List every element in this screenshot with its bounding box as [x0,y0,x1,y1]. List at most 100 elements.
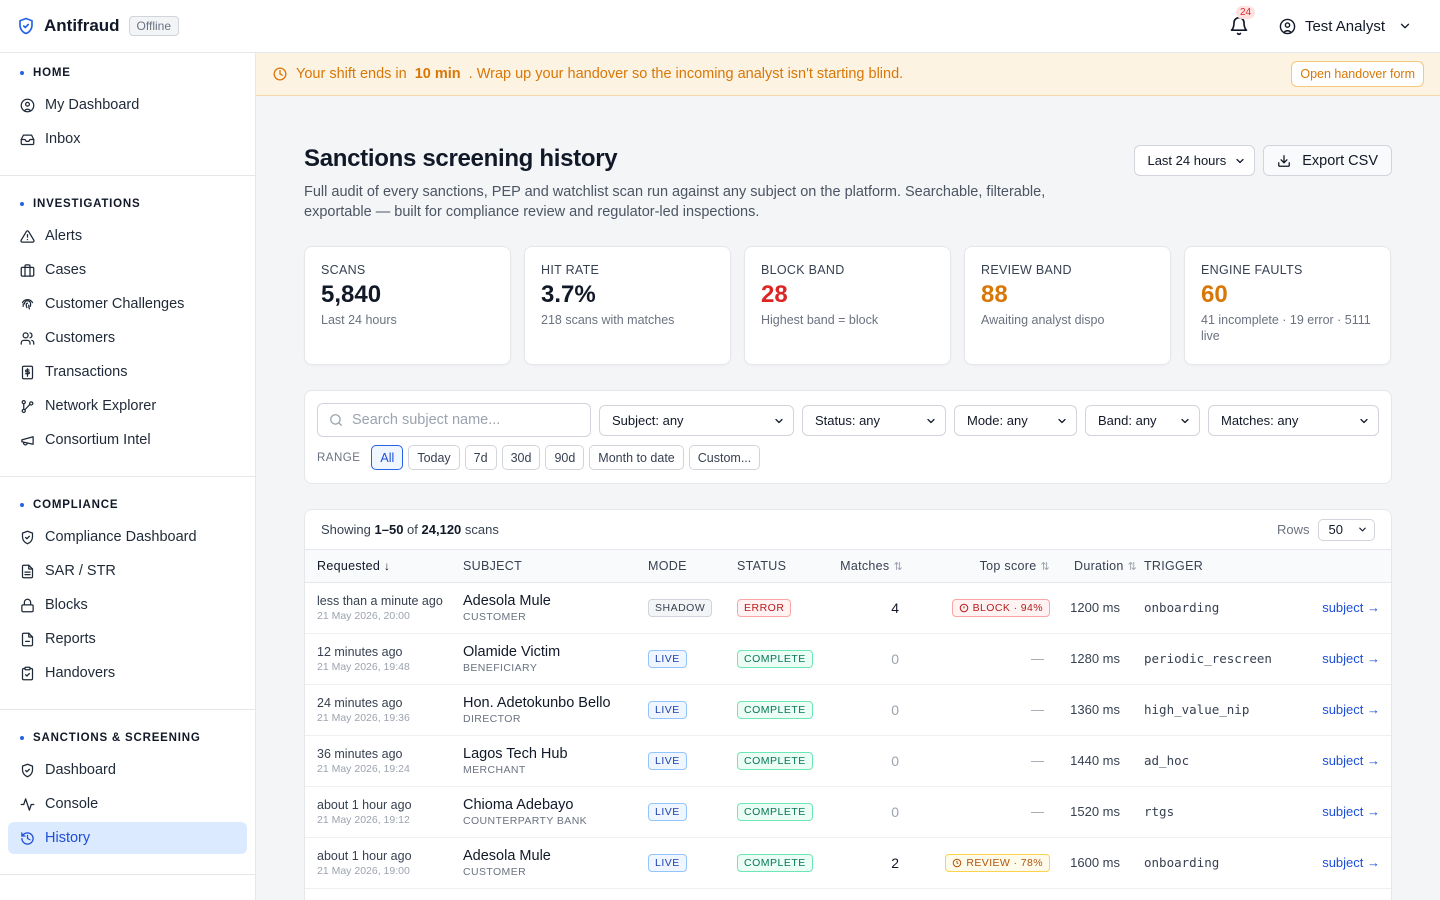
briefcase-icon [20,263,35,277]
column-header-requested[interactable]: Requested ↓ [305,550,463,583]
sidebar-item-my-dashboard[interactable]: My Dashboard [8,89,247,121]
subject-link[interactable]: subject → [1322,651,1380,666]
status-filter-select[interactable]: Status: any [802,405,946,436]
sidebar-item-inbox[interactable]: Inbox [8,123,247,155]
range-chip-90d[interactable]: 90d [545,445,585,470]
requested-timestamp: 21 May 2026, 19:12 [317,813,410,826]
subject-link[interactable]: subject → [1322,600,1380,615]
stat-value: 28 [761,281,788,308]
mode-badge: LIVE [648,649,687,668]
column-header-top-score[interactable]: Top score ⇅ [903,550,1050,583]
sidebar-item-sar-str[interactable]: SAR / STR [8,555,247,587]
subject-filter-select[interactable]: Subject: any [599,405,794,436]
mode-badge: LIVE [648,802,687,821]
range-chip-today[interactable]: Today [408,445,460,470]
column-header-status: STATUS [737,550,827,583]
stat-label: SCANS [321,263,366,277]
range-chip-7d[interactable]: 7d [464,445,497,470]
shield-check-icon [21,530,34,544]
column-header-matches[interactable]: Matches ⇅ [827,550,903,583]
requested-timestamp: 21 May 2026, 19:36 [317,711,410,724]
range-chip-all[interactable]: All [371,445,404,470]
sidebar-item-history[interactable]: History [8,822,247,854]
filters-panel: Search subject name... Subject: any Stat… [304,390,1392,484]
mode-badge: LIVE [648,751,687,770]
sidebar-item-transactions[interactable]: Transactions [8,356,247,388]
mode-badge: LIVE [648,700,687,719]
history-table-card: Showing 1–50 of 24,120 scans Rows 50 Req… [304,509,1392,900]
chevron-down-icon [927,418,935,423]
nav-section-compliance: COMPLIANCE Compliance Dashboard SAR / ST… [0,476,255,709]
sidebar-item-reports[interactable]: Reports [8,623,247,655]
sidebar-item-network-explorer[interactable]: Network Explorer [8,390,247,422]
range-chip-30d[interactable]: 30d [501,445,541,470]
table-row[interactable]: about 1 hour ago 21 May 2026, 19:00 Adesol… [305,837,1391,889]
sidebar-item-customers[interactable]: Customers [8,322,247,354]
subject-link[interactable]: subject → [1322,855,1380,870]
alert-triangle-icon [20,229,35,243]
user-menu[interactable]: Test Analyst [1279,18,1412,35]
top-score-badge: REVIEW · 78% [945,853,1050,872]
table-summary: Showing 1–50 of 24,120 scans Rows 50 [305,510,1391,550]
subject-link[interactable]: subject → [1322,753,1380,768]
showing-text: Showing 1–50 of 24,120 scans [321,522,499,537]
subject-link[interactable]: subject → [1322,702,1380,717]
requested-timestamp: 21 May 2026, 19:00 [317,864,410,877]
duration: 1520 ms [1070,804,1120,819]
stat-sub: 218 scans with matches [541,313,675,327]
file-icon [21,632,34,646]
mode-badge: LIVE [648,853,687,872]
bell-icon [1230,16,1248,36]
stat-card-scans: SCANS 5,840 Last 24 hours [304,246,511,365]
ban-icon [959,603,968,612]
brand[interactable]: Antifraud Offline [17,16,180,36]
table-row[interactable]: 24 minutes ago 21 May 2026, 19:36 Hon. Ade… [305,684,1391,736]
range-label: RANGE [317,451,361,464]
range-chip-custom[interactable]: Custom... [688,445,761,470]
sidebar-item-consortium-intel[interactable]: Consortium Intel [8,424,247,456]
sidebar-item-blocks[interactable]: Blocks [8,589,247,621]
band-filter-select[interactable]: Band: any [1085,405,1200,436]
sidebar-item-alerts[interactable]: Alerts [8,220,247,252]
subject-role: DIRECTOR [463,712,521,725]
requested-relative: less than a minute ago [317,593,443,608]
stat-sub: 41 incomplete · 19 error · 5111 live [1201,313,1371,343]
app-name: Antifraud [44,16,120,35]
subject-role: COUNTERPARTY BANK [463,814,588,827]
notifications-button[interactable]: 24 [1227,6,1256,38]
column-header-mode: MODE [648,550,737,583]
table-row[interactable]: less than a minute ago 21 May 2026, 20:00… [305,582,1391,634]
sidebar-item-customer-challenges[interactable]: Customer Challenges [8,288,247,320]
period-select[interactable]: Last 24 hours [1134,145,1256,176]
range-chips: RANGE All Today 7d 30d 90d Month to date… [317,445,1379,470]
notification-count-badge: 24 [1235,6,1256,19]
subject-role: CUSTOMER [463,865,527,878]
table-row[interactable]: 12 minutes ago 21 May 2026, 19:48 Olamide … [305,633,1391,685]
open-handover-form-button[interactable]: Open handover form [1291,61,1424,87]
column-header-duration[interactable]: Duration ⇅ [1050,550,1144,583]
connection-status-badge: Offline [128,16,180,36]
duration: 1440 ms [1070,753,1120,768]
export-csv-button[interactable]: Export CSV [1263,145,1392,176]
rows-per-page-select[interactable]: 50 [1317,518,1375,541]
matches-filter-select[interactable]: Matches: any [1208,405,1379,436]
sidebar-item-console[interactable]: Console [8,788,247,820]
lock-icon [21,598,34,612]
search-input[interactable]: Search subject name... [317,403,591,437]
nav-section-investigations: INVESTIGATIONS Alerts Cases Customer Cha… [0,175,255,476]
stat-label: HIT RATE [541,263,600,277]
range-chip-month-to-date[interactable]: Month to date [589,445,684,470]
matches-count: 0 [891,752,899,769]
rows-label: Rows [1277,522,1310,537]
history-icon [21,831,34,845]
sidebar-item-compliance-dashboard[interactable]: Compliance Dashboard [8,521,247,553]
subject-link[interactable]: subject → [1322,804,1380,819]
page-description: Full audit of every sanctions, PEP and w… [304,184,1046,220]
sidebar-item-cases[interactable]: Cases [8,254,247,286]
table-row[interactable]: 36 minutes ago 21 May 2026, 19:24 Lagos Te… [305,735,1391,787]
sidebar-item-handovers[interactable]: Handovers [8,657,247,689]
mode-filter-select[interactable]: Mode: any [954,405,1077,436]
table-row[interactable]: about 1 hour ago 21 May 2026, 19:12 Chioma… [305,786,1391,838]
sidebar-item-sanctions-dashboard[interactable]: Dashboard [8,754,247,786]
shield-logo-icon [19,17,33,35]
